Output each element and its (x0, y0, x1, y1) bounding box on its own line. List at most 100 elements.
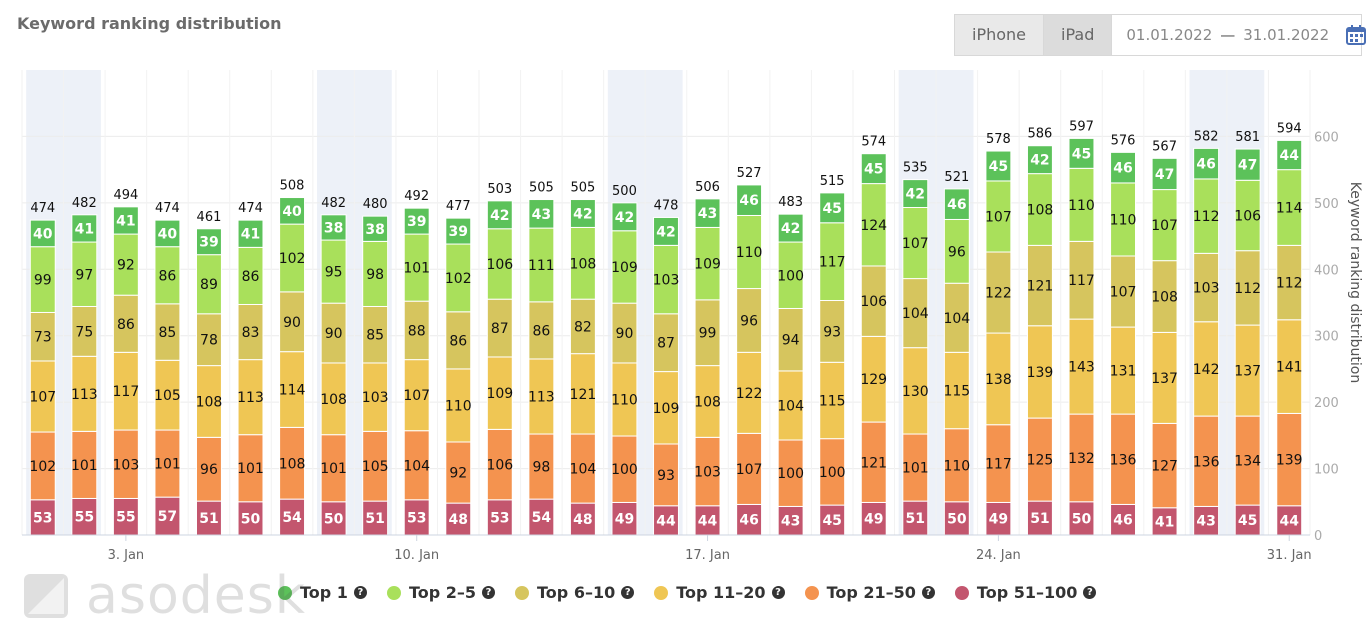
iphone-button[interactable]: iPhone (955, 15, 1045, 55)
bar-segment[interactable] (112, 233, 139, 296)
bar-segment[interactable] (403, 207, 430, 235)
bar-segment[interactable] (569, 226, 596, 300)
bar-segment[interactable] (112, 206, 139, 235)
bar-segment[interactable] (29, 311, 56, 362)
bar-segment[interactable] (902, 207, 929, 280)
bar-segment[interactable] (320, 302, 347, 364)
bar-segment[interactable] (71, 497, 98, 536)
bar-segment[interactable] (196, 365, 222, 438)
bar-segment[interactable] (694, 198, 721, 228)
legend-item[interactable]: Top 1? (278, 583, 367, 602)
question-circle-icon[interactable]: ? (1083, 586, 1097, 599)
bar-segment[interactable] (777, 213, 804, 243)
bar-segment[interactable] (445, 502, 472, 536)
bar-segment[interactable] (569, 199, 596, 228)
bar-segment[interactable] (528, 358, 555, 435)
bar-segment[interactable] (1110, 503, 1136, 536)
bar-segment[interactable] (320, 239, 347, 304)
bar-segment[interactable] (486, 356, 513, 430)
bar-segment[interactable] (1234, 250, 1261, 326)
bar-segment[interactable] (569, 433, 596, 504)
bar-segment[interactable] (403, 300, 430, 361)
bar-segment[interactable] (902, 179, 929, 209)
bar-segment[interactable] (819, 192, 846, 224)
bar-segment[interactable] (569, 353, 596, 435)
bar-segment[interactable] (860, 501, 887, 536)
bar-segment[interactable] (279, 351, 306, 428)
bar-segment[interactable] (736, 288, 763, 353)
bar-segment[interactable] (1151, 157, 1178, 191)
bar-segment[interactable] (29, 246, 56, 313)
bar-segment[interactable] (902, 500, 929, 536)
bar-segment[interactable] (860, 153, 887, 185)
bar-segment[interactable] (1026, 173, 1053, 246)
bar-segment[interactable] (1151, 507, 1178, 536)
bar-segment[interactable] (653, 371, 679, 445)
bar-segment[interactable] (1068, 167, 1095, 242)
bar-segment[interactable] (71, 214, 98, 243)
bar-segment[interactable] (112, 497, 139, 536)
bar-segment[interactable] (985, 251, 1012, 334)
bar-segment[interactable] (1276, 412, 1303, 507)
bar-segment[interactable] (29, 431, 56, 501)
bar-segment[interactable] (943, 188, 970, 220)
bar-segment[interactable] (694, 226, 721, 301)
bar-segment[interactable] (736, 351, 763, 434)
bar-segment[interactable] (943, 428, 970, 503)
bar-segment[interactable] (1110, 255, 1136, 328)
bar-segment[interactable] (71, 355, 98, 432)
bar-segment[interactable] (1068, 240, 1095, 320)
bar-segment[interactable] (819, 438, 846, 506)
bar-segment[interactable] (860, 183, 887, 267)
bar-segment[interactable] (1276, 319, 1303, 414)
bar-segment[interactable] (985, 332, 1012, 426)
bar-segment[interactable] (1110, 413, 1136, 505)
bar-segment[interactable] (237, 246, 264, 305)
question-circle-icon[interactable]: ? (482, 586, 496, 599)
bar-segment[interactable] (320, 434, 347, 503)
bar-segment[interactable] (1276, 139, 1303, 171)
bar-segment[interactable] (154, 303, 181, 361)
bar-segment[interactable] (1068, 137, 1095, 169)
bar-segment[interactable] (1276, 244, 1303, 321)
bar-segment[interactable] (1026, 325, 1053, 419)
bar-segment[interactable] (736, 184, 763, 216)
bar-segment[interactable] (71, 241, 98, 307)
bar-segment[interactable] (777, 241, 804, 309)
bar-segment[interactable] (1151, 331, 1178, 424)
bar-segment[interactable] (1193, 321, 1220, 417)
bar-segment[interactable] (1234, 148, 1261, 181)
ipad-button[interactable]: iPad (1044, 15, 1113, 55)
bar-segment[interactable] (362, 430, 389, 502)
bar-segment[interactable] (154, 359, 181, 431)
bar-segment[interactable] (943, 218, 970, 284)
legend-item[interactable]: Top 21–50? (804, 583, 935, 602)
bar-segment[interactable] (154, 219, 181, 248)
bar-segment[interactable] (1193, 178, 1220, 254)
bar-segment[interactable] (486, 298, 513, 358)
bar-segment[interactable] (29, 219, 56, 248)
bar-segment[interactable] (736, 214, 763, 290)
bar-segment[interactable] (320, 501, 347, 536)
bar-segment[interactable] (528, 433, 555, 500)
bar-segment[interactable] (819, 300, 846, 363)
date-range-picker[interactable]: 01.01.2022 — 31.01.2022 (1112, 15, 1367, 55)
legend-item[interactable]: Top 2–5? (386, 583, 496, 602)
bar-segment[interactable] (1234, 324, 1261, 417)
question-circle-icon[interactable]: ? (621, 586, 635, 599)
bar-segment[interactable] (486, 228, 513, 300)
calendar-icon[interactable] (1345, 24, 1367, 46)
bar-segment[interactable] (1193, 415, 1220, 507)
bar-segment[interactable] (237, 434, 264, 503)
bar-segment[interactable] (1151, 260, 1178, 333)
bar-segment[interactable] (362, 240, 389, 307)
question-circle-icon[interactable]: ? (771, 586, 785, 599)
bar-segment[interactable] (237, 219, 264, 248)
bar-segment[interactable] (943, 351, 970, 430)
bar-segment[interactable] (362, 215, 389, 242)
bar-segment[interactable] (902, 347, 929, 435)
bar-segment[interactable] (1026, 244, 1053, 327)
bar-segment[interactable] (1068, 318, 1095, 415)
bar-segment[interactable] (528, 301, 555, 360)
bar-segment[interactable] (320, 214, 347, 241)
